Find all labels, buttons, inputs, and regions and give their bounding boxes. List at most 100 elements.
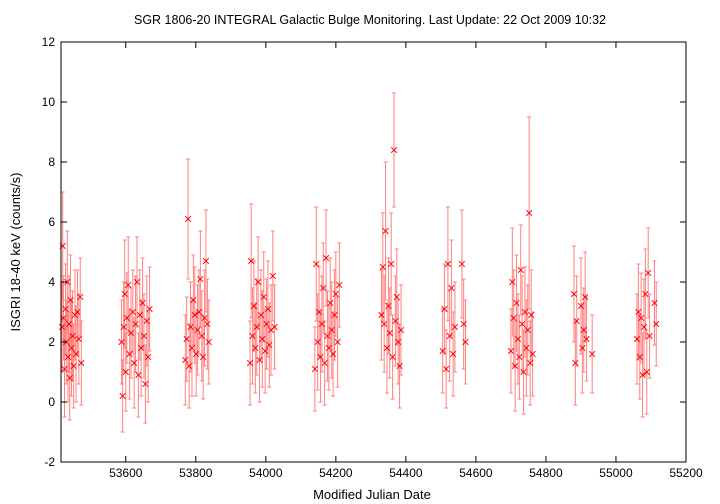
x-tick-label: 55000 [599,466,633,480]
data-point [385,302,392,310]
data-point [125,281,132,289]
data-point [444,260,452,268]
data-point [183,335,190,343]
data-point [313,260,320,268]
data-point [527,359,534,367]
data-point [205,338,212,346]
data-point [119,392,126,400]
data-point [139,299,146,307]
data-point [582,293,589,301]
data-point [131,359,138,367]
data-point [74,308,81,316]
data-point [253,323,260,331]
data-point [324,332,331,340]
data-point [246,359,254,367]
errorbar-layer [60,92,659,433]
plot-frame [60,41,687,463]
data-point [320,284,327,292]
y-tick-label: 10 [42,95,56,109]
data-point [529,350,536,358]
data-point [184,215,192,223]
x-tick-label: 53600 [109,466,143,480]
data-point [458,260,466,268]
data-point [261,347,269,355]
data-point [329,350,337,358]
data-point [322,254,330,262]
data-point [120,323,127,331]
data-point [202,257,210,265]
x-tick-label: 54800 [529,466,563,480]
data-point [390,146,398,154]
x-tick-label: 53800 [179,466,213,480]
data-point [256,356,263,364]
data-point [635,308,642,316]
data-point [334,338,341,346]
data-point [443,365,450,373]
y-axis-ticks: -2 0 2 4 6 8 10 12 [42,35,686,469]
data-point [379,263,386,271]
data-point [247,257,255,265]
data-point [136,311,143,319]
data-point [332,290,340,298]
datapoint-layer [58,146,660,400]
data-point [123,314,130,322]
data-point [61,365,68,373]
data-point [325,344,333,352]
data-point [383,344,391,352]
data-point [126,350,133,358]
data-point [639,371,646,379]
x-tick-label: 54600 [459,466,493,480]
data-point [318,320,326,328]
y-tick-label: 2 [48,335,55,349]
data-point [528,311,535,319]
x-tick-label: 54000 [249,466,283,480]
data-point [570,290,578,298]
data-point [583,335,590,343]
data-point [146,305,153,313]
data-point [642,290,649,298]
data-point [336,281,343,289]
data-point [633,335,641,343]
data-point [579,344,586,352]
data-point [145,353,152,361]
data-point [198,332,205,340]
data-point [315,308,323,316]
data-point [525,209,533,217]
x-axis-label: Modified Julian Date [313,487,431,502]
data-point [451,323,459,331]
data-point [328,326,335,334]
data-point [60,314,67,322]
data-point [388,260,395,268]
data-point [517,266,524,274]
data-point [250,302,258,310]
data-point [643,368,650,376]
data-point [441,305,448,313]
data-point [573,317,580,325]
data-point [143,317,150,325]
data-point [513,299,520,307]
data-point [259,335,266,343]
data-point [68,344,75,352]
data-point [651,299,658,307]
data-point [138,344,145,352]
data-point [263,320,270,328]
data-point [271,323,278,331]
data-point [118,338,125,346]
data-point [78,359,85,367]
data-point [511,362,519,370]
data-point [66,374,73,382]
data-point [572,359,579,367]
data-point [122,368,129,376]
data-point [269,272,276,280]
data-point [182,356,189,364]
y-tick-label: 0 [48,395,55,409]
data-point [187,323,194,331]
y-tick-label: 6 [48,215,55,229]
data-point [640,323,648,331]
chart-title: SGR 1806-20 INTEGRAL Galactic Bulge Moni… [134,13,606,27]
y-tick-label: 8 [48,155,55,169]
y-tick-label: 12 [42,35,56,49]
data-point [201,314,208,322]
data-point [311,365,319,373]
